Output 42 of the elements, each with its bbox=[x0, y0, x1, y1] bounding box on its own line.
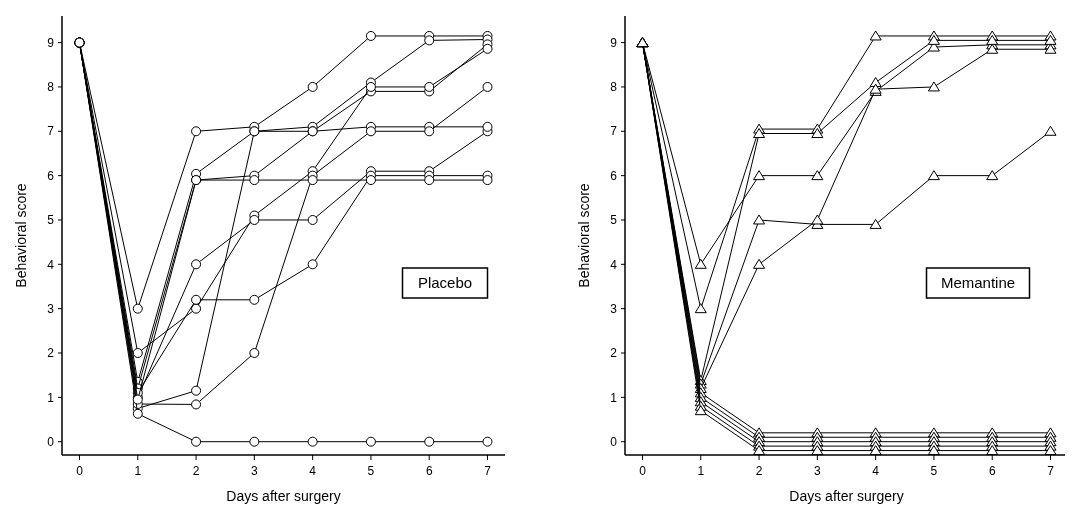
y-tick-label: 1 bbox=[610, 390, 618, 405]
x-tick-label: 1 bbox=[134, 464, 142, 478]
y-tick-label: 5 bbox=[47, 213, 55, 228]
x-tick-label: 0 bbox=[76, 464, 84, 478]
annotation: Memantine bbox=[940, 274, 1016, 292]
x-tick-label: 4 bbox=[872, 464, 880, 478]
annotation: Placebo bbox=[417, 274, 473, 292]
y-tick-label: 8 bbox=[610, 80, 618, 95]
x-axis-title: Days after surgery bbox=[226, 488, 341, 504]
x-tick-label: 4 bbox=[309, 464, 317, 478]
x-tick-label: 3 bbox=[251, 464, 259, 478]
y-tick-label: 6 bbox=[610, 168, 618, 183]
y-tick-label: 0 bbox=[47, 434, 55, 449]
x-tick-label: 2 bbox=[192, 464, 200, 478]
y-tick-label: 4 bbox=[610, 257, 618, 272]
y-tick-label: 2 bbox=[47, 346, 55, 361]
x-tick-label: 2 bbox=[755, 464, 763, 478]
y-tick-label: 3 bbox=[47, 301, 55, 316]
y-tick-label: 0 bbox=[610, 434, 618, 449]
x-tick-label: 0 bbox=[639, 464, 647, 478]
y-tick-label: 9 bbox=[47, 35, 55, 50]
y-tick-label: 8 bbox=[47, 80, 55, 95]
x-tick-label: 5 bbox=[367, 464, 375, 478]
y-tick-label: 4 bbox=[47, 257, 55, 272]
x-tick-label: 5 bbox=[930, 464, 938, 478]
y-tick-label: 3 bbox=[610, 301, 618, 316]
x-axis-title: Days after surgery bbox=[789, 488, 904, 504]
y-tick-label: 6 bbox=[47, 168, 55, 183]
x-tick-label: 7 bbox=[1047, 464, 1055, 478]
x-tick-label: 3 bbox=[814, 464, 822, 478]
y-axis-title: Behavioral score bbox=[13, 183, 29, 288]
y-axis-title: Behavioral score bbox=[576, 183, 592, 288]
x-tick-label: 1 bbox=[697, 464, 705, 478]
y-tick-label: 7 bbox=[47, 124, 55, 139]
x-tick-label: 6 bbox=[425, 464, 433, 478]
y-tick-label: 2 bbox=[610, 346, 618, 361]
y-tick-label: 5 bbox=[610, 213, 618, 228]
y-tick-label: 1 bbox=[47, 390, 55, 405]
x-tick-label: 7 bbox=[484, 464, 492, 478]
y-tick-label: 9 bbox=[610, 35, 618, 50]
y-tick-label: 7 bbox=[610, 124, 618, 139]
x-tick-label: 6 bbox=[988, 464, 996, 478]
